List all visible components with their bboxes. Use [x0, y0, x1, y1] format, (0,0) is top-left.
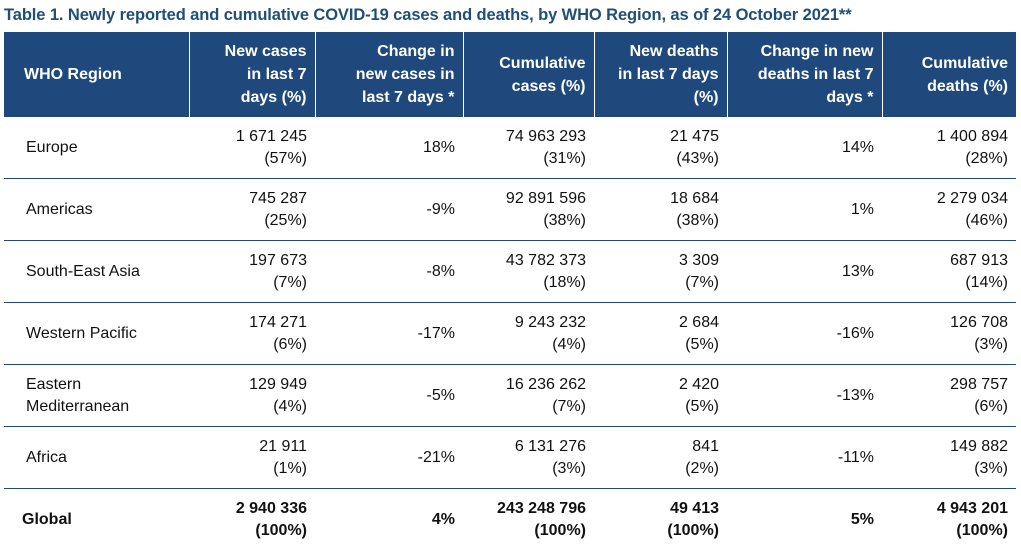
new-cases-cell: 1 671 245 (57%) [189, 117, 315, 179]
region-cell: Eastern Mediterranean [4, 364, 189, 427]
change-cases-cell: -9% [315, 178, 463, 241]
new-deaths-cell: 21 475 (43%) [594, 117, 727, 179]
new-cases-cell: 174 271 (6%) [189, 302, 315, 365]
change-cases-cell: -8% [315, 240, 463, 303]
cumulative-cases-cell: 92 891 596 (38%) [463, 178, 594, 241]
header-new-deaths: New deaths in last 7 days (%) [593, 32, 727, 117]
cumulative-cases-cell: 9 243 232 (4%) [463, 302, 594, 365]
new-deaths-cell: 3 309 (7%) [594, 240, 727, 303]
cumulative-cases-cell: 74 963 293 (31%) [463, 117, 594, 179]
header-who-region: WHO Region [4, 32, 189, 117]
change-deaths-cell: 1% [727, 178, 882, 241]
region-cell: South-East Asia [4, 240, 189, 303]
table-caption: Table 1. Newly reported and cumulative C… [4, 6, 852, 24]
new-cases-cell: 21 911 (1%) [189, 426, 315, 489]
table-row-eastern-mediterranean: Eastern Mediterranean 129 949 (4%) -5% 16 … [4, 364, 1016, 427]
cumulative-deaths-cell: 149 882 (3%) [882, 426, 1016, 489]
new-cases-cell: 745 287 (25%) [189, 178, 315, 241]
header-change-new-deaths: Change in new deaths in last 7 days * [726, 32, 882, 117]
change-cases-cell: 4% [431, 511, 455, 528]
table-row-europe: Europe 1 671 245 (57%) 18% 74 963 293 (31%… [4, 117, 1016, 179]
new-deaths-cell: 49 413 (100%) [667, 500, 719, 539]
change-deaths-cell: 13% [727, 240, 882, 303]
cumulative-cases-cell: 43 782 373 (18%) [463, 240, 594, 303]
cumulative-cases-cell: 16 236 262 (7%) [463, 364, 594, 427]
region-cell: Europe [4, 117, 189, 179]
cumulative-cases-cell: 243 248 796 (100%) [497, 500, 586, 539]
covid-region-table: WHO Region New cases in last 7 days (%) … [4, 32, 1016, 551]
new-deaths-cell: 2 420 (5%) [594, 364, 727, 427]
new-deaths-cell: 2 684 (5%) [594, 302, 727, 365]
cumulative-deaths-cell: 298 757 (6%) [882, 364, 1016, 427]
cumulative-deaths-cell: 126 708 (3%) [882, 302, 1016, 365]
change-cases-cell: -5% [315, 364, 463, 427]
change-deaths-cell: -13% [727, 364, 882, 427]
cumulative-deaths-cell: 4 943 201 (100%) [936, 500, 1008, 539]
change-cases-cell: 18% [315, 117, 463, 179]
cumulative-deaths-cell: 1 400 894 (28%) [882, 117, 1016, 179]
cumulative-deaths-cell: 687 913 (14%) [882, 240, 1016, 303]
region-cell: Global [22, 511, 72, 528]
cumulative-deaths-cell: 2 279 034 (46%) [882, 178, 1016, 241]
change-deaths-cell: 14% [727, 117, 882, 179]
change-deaths-cell: -11% [727, 426, 882, 489]
change-cases-cell: -21% [315, 426, 463, 489]
new-deaths-cell: 18 684 (38%) [594, 178, 727, 241]
new-deaths-cell: 841 (2%) [594, 426, 727, 489]
header-cumulative-cases: Cumulative cases (%) [462, 32, 594, 117]
region-cell: Western Pacific [4, 302, 189, 365]
new-cases-cell: 2 940 336 (100%) [235, 500, 307, 539]
change-deaths-cell: -16% [727, 302, 882, 365]
header-cumulative-deaths: Cumulative deaths (%) [881, 32, 1016, 117]
header-new-cases: New cases in last 7 days (%) [188, 32, 315, 117]
table-row-americas: Americas 745 287 (25%) -9% 92 891 596 (38%… [4, 178, 1016, 241]
new-cases-cell: 129 949 (4%) [189, 364, 315, 427]
table-body: Europe 1 671 245 (57%) 18% 74 963 293 (31%… [4, 117, 1016, 551]
region-cell: Africa [4, 426, 189, 489]
header-change-new-cases: Change in new cases in last 7 days * [314, 32, 463, 117]
table-row-western-pacific: Western Pacific 174 271 (6%) -17% 9 243 2… [4, 302, 1016, 365]
change-deaths-cell: 5% [850, 511, 874, 528]
cumulative-cases-cell: 6 131 276 (3%) [463, 426, 594, 489]
new-cases-cell: 197 673 (7%) [189, 240, 315, 303]
table-row-south-east-asia: South-East Asia 197 673 (7%) -8% 43 782 3… [4, 240, 1016, 303]
change-cases-cell: -17% [315, 302, 463, 365]
region-cell: Americas [4, 178, 189, 241]
table-row-africa: Africa 21 911 (1%) -21% 6 131 276 (3%) 841… [4, 426, 1016, 489]
table-row-global: Global 2 940 336 (100%) 4% 243 248 796 (10… [4, 489, 1016, 551]
header-row: WHO Region New cases in last 7 days (%) … [4, 32, 1016, 117]
table-header: WHO Region New cases in last 7 days (%) … [4, 32, 1016, 117]
